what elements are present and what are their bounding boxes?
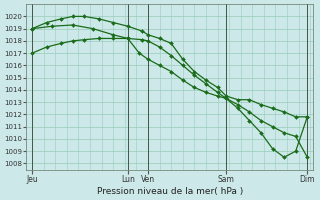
X-axis label: Pression niveau de la mer( hPa ): Pression niveau de la mer( hPa ) bbox=[97, 187, 243, 196]
